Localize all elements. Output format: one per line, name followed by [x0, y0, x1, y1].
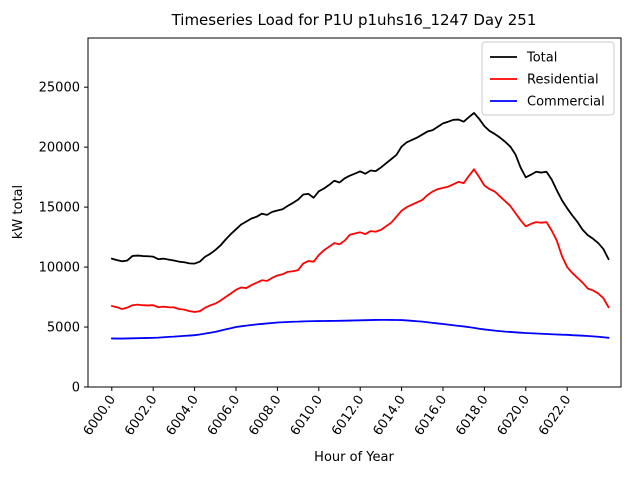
x-tick-label: 6012.0 [329, 393, 367, 439]
x-tick-label: 6008.0 [246, 393, 284, 439]
y-tick-label: 25000 [39, 81, 80, 96]
legend-label-residential: Residential [527, 73, 599, 88]
y-tick-label: 0 [72, 381, 80, 396]
y-axis-label: kW total [11, 185, 26, 239]
legend-label-total: Total [526, 51, 557, 66]
chart-title: Timeseries Load for P1U p1uhs16_1247 Day… [171, 11, 537, 30]
x-tick-label: 6010.0 [288, 393, 326, 439]
y-tick-label: 20000 [39, 141, 80, 156]
series-lines [110, 112, 610, 340]
total-line [110, 112, 610, 265]
x-tick-label: 6000.0 [81, 393, 119, 439]
legend-label-commercial: Commercial [527, 95, 605, 110]
x-tick-label: 6006.0 [205, 393, 243, 439]
x-tick-label: 6002.0 [122, 393, 160, 439]
y-tick-label: 10000 [39, 261, 80, 276]
y-tick-label: 5000 [47, 321, 80, 336]
legend-box [481, 41, 615, 116]
x-tick-label: 6004.0 [163, 393, 201, 439]
x-tick-label: 6020.0 [495, 393, 533, 439]
x-tick-label: 6016.0 [412, 393, 450, 439]
legend: Total Residential Commercial [481, 41, 615, 116]
x-axis-label: Hour of Year [314, 450, 394, 465]
x-tick-label: 6018.0 [453, 393, 491, 439]
commercial-line [110, 318, 610, 340]
y-tick-label: 15000 [39, 201, 80, 216]
x-tick-label: 6022.0 [536, 393, 574, 439]
x-tick-label: 6014.0 [370, 393, 408, 439]
residential-line [110, 168, 610, 313]
